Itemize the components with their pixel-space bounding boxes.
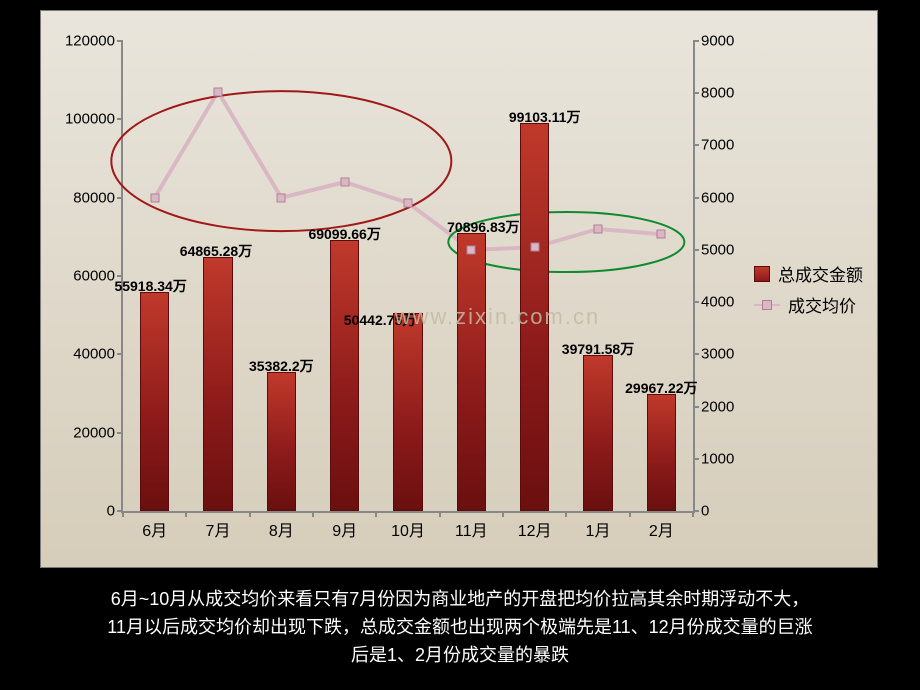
legend-label-line: 成交均价 [788,292,856,317]
bar-value-label: 55918.34万 [114,276,186,296]
x-tick-label: 9月 [332,511,357,541]
x-tick-label: 11月 [455,511,488,541]
bar-value-label: 64865.28万 [180,241,252,261]
bar [140,292,169,511]
bar-value-label: 29967.22万 [625,378,697,398]
x-tick-label: 6月 [142,511,167,541]
bar [330,240,359,511]
plot-area: 55918.34万64865.28万35382.2万69099.66万50442… [121,41,695,513]
y-right-tick-label: 3000 [693,346,734,363]
bar-value-label: 35382.2万 [249,356,314,376]
line-marker [404,198,413,207]
x-tick-label: 12月 [518,511,552,541]
legend-label-bars: 总成交金额 [778,261,863,286]
x-tick-label: 8月 [269,511,294,541]
legend-item-bars: 总成交金额 [754,261,863,286]
line-marker [657,230,666,239]
y-right-tick-label: 9000 [693,33,734,50]
bar [647,394,676,511]
line-marker [594,225,603,234]
caption-line-1: 6月~10月从成交均价来看只有7月份因为商业地产的开盘把均价拉高其余时期浮动不大… [20,585,900,613]
line-marker [530,243,539,252]
line-marker [467,245,476,254]
y-right-tick-label: 4000 [693,294,734,311]
line-marker [150,193,159,202]
legend: 总成交金额 成交均价 [754,255,863,323]
bar-series: 55918.34万64865.28万35382.2万69099.66万50442… [123,41,693,511]
y-right-tick-label: 5000 [693,241,734,258]
y-left-tick-label: 40000 [73,346,123,363]
legend-item-line: 成交均价 [754,292,863,317]
legend-swatch-line [754,304,780,306]
bar-value-label: 99103.11万 [509,107,581,127]
y-left-tick-label: 100000 [65,111,123,128]
bar [457,233,486,511]
line-marker [277,193,286,202]
y-left-tick-label: 80000 [73,189,123,206]
x-tick-label: 1月 [586,511,611,541]
line-marker [214,87,223,96]
chart-frame: 55918.34万 64865.28万 35382.2万 69099.66万 50442… [40,10,878,568]
bar-value-label: 39791.58万 [562,339,634,359]
line-marker [340,178,349,187]
y-right-tick-label: 2000 [693,398,734,415]
caption-line-2: 11月以后成交均价却出现下跌，总成交金额也出现两个极端先是11、12月份成交量的… [20,613,900,641]
bar [520,123,549,511]
y-left-tick-label: 20000 [73,424,123,441]
y-right-tick-label: 6000 [693,189,734,206]
bar-value-label: 50442.75万 [344,310,416,330]
y-left-tick-label: 120000 [65,33,123,50]
bar [393,313,422,511]
caption-line-3: 后是1、2月份成交量的暴跌 [20,641,900,669]
bar-value-label: 69099.66万 [308,224,380,244]
x-tick-label: 10月 [391,511,425,541]
caption: 6月~10月从成交均价来看只有7月份因为商业地产的开盘把均价拉高其余时期浮动不大… [0,585,920,669]
bar [203,257,232,511]
y-left-tick-label: 60000 [73,268,123,285]
y-right-tick-label: 8000 [693,85,734,102]
bar [267,372,296,511]
y-right-tick-label: 1000 [693,450,734,467]
y-right-tick-label: 7000 [693,137,734,154]
bar [583,355,612,511]
bar-value-label: 70896.83万 [447,217,519,237]
legend-swatch-bar [754,266,770,282]
x-tick-label: 2月 [649,511,674,541]
slide: 55918.34万 64865.28万 35382.2万 69099.66万 50442… [0,0,920,690]
x-tick-label: 7月 [206,511,231,541]
